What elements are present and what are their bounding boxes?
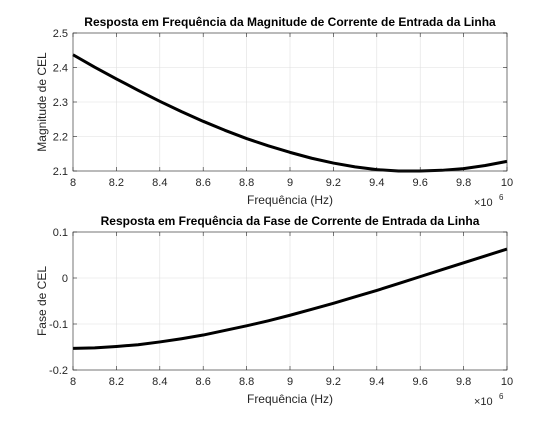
magnitude-x-exponent-power: 6 xyxy=(499,193,504,202)
magnitude-x-tick-label: 9.8 xyxy=(456,177,471,189)
phase-x-tick-label: 8.8 xyxy=(239,376,254,388)
phase-x-tick-label: 8.6 xyxy=(196,376,211,388)
phase-x-tick-label: 9.2 xyxy=(326,376,341,388)
phase-axes-frame xyxy=(72,231,508,371)
phase-x-tick-label: 8.2 xyxy=(109,376,124,388)
phase-x-tick-label: 9.4 xyxy=(369,376,384,388)
phase-x-exponent-power: 6 xyxy=(499,392,504,401)
magnitude-series-line xyxy=(72,53,508,173)
magnitude-x-tick-label: 9 xyxy=(287,177,293,189)
magnitude-x-tick-label: 9.4 xyxy=(369,177,384,189)
phase-x-tick-label: 8.4 xyxy=(152,376,167,388)
magnitude-x-tick-label: 8.8 xyxy=(239,177,254,189)
magnitude-x-tick-label: 8 xyxy=(70,177,76,189)
phase-y-tick-label: -0.1 xyxy=(49,319,68,331)
phase-chart-title: Resposta em Frequência da Fase de Corren… xyxy=(101,214,480,228)
phase-x-axis-label: Frequência (Hz) xyxy=(247,392,333,406)
magnitude-axes: 8 8.2 8.4 8.6 8.8 9 9.2 9.4 9.6 9.8 10 2.1 2.2 2.3 2.4… xyxy=(35,15,513,209)
phase-x-tick-label: 8 xyxy=(70,376,76,388)
magnitude-x-axis-label: Frequência (Hz) xyxy=(247,193,333,207)
magnitude-y-tick-label: 2.5 xyxy=(53,28,68,40)
phase-x-tick-label: 9.8 xyxy=(456,376,471,388)
magnitude-chart-title: Resposta em Frequência da Magnitude de C… xyxy=(84,15,496,29)
phase-x-tick-label: 9 xyxy=(287,376,293,388)
magnitude-x-tick-label: 8.2 xyxy=(109,177,124,189)
phase-y-tick-label: -0.2 xyxy=(49,365,68,377)
phase-y-tick-label: 0.1 xyxy=(53,227,68,239)
magnitude-y-tick-label: 2.2 xyxy=(53,132,68,144)
phase-axes: 8 8.2 8.4 8.6 8.8 9 9.2 9.4 9.6 9.8 10 -0.2 -0.1 0 0.1… xyxy=(35,214,513,408)
magnitude-y-tick-label: 2.1 xyxy=(53,166,68,178)
magnitude-x-tick-label: 9.2 xyxy=(326,177,341,189)
magnitude-x-tick-label: 8.6 xyxy=(196,177,211,189)
magnitude-x-exponent-base: ×10 xyxy=(474,197,493,209)
magnitude-y-tick-label: 2.4 xyxy=(53,63,68,75)
phase-y-tick-label: 0 xyxy=(62,273,68,285)
magnitude-x-tick-label: 8.4 xyxy=(152,177,167,189)
phase-x-exponent-base: ×10 xyxy=(474,396,493,408)
phase-x-tick-label: 10 xyxy=(501,376,513,388)
phase-x-tick-label: 9.6 xyxy=(413,376,428,388)
phase-series-line xyxy=(72,247,508,350)
magnitude-y-axis-label: Magnitude de CEL xyxy=(35,52,49,152)
magnitude-x-tick-label: 9.6 xyxy=(413,177,428,189)
magnitude-axes-frame xyxy=(72,32,508,172)
magnitude-x-tick-label: 10 xyxy=(501,177,513,189)
magnitude-y-tick-label: 2.3 xyxy=(53,97,68,109)
phase-y-axis-label: Fase de CEL xyxy=(35,266,49,336)
